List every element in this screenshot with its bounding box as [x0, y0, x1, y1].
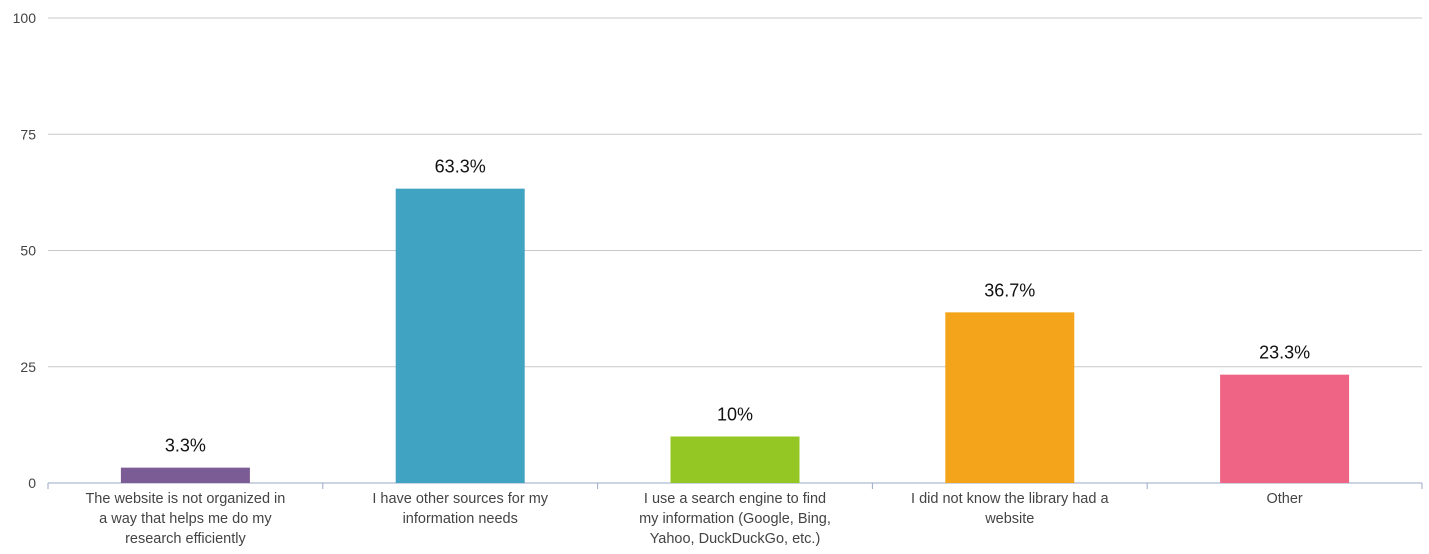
- category-label: Other: [1266, 491, 1302, 507]
- bar: [945, 312, 1075, 483]
- category-label-line: The website is not organized in: [85, 491, 285, 507]
- category-label: I have other sources for my information n…: [372, 491, 548, 527]
- bar-layer: [120, 188, 1350, 483]
- category-label-line: website: [984, 511, 1034, 527]
- category-label-line: Other: [1266, 491, 1302, 507]
- data-label: 3.3%: [165, 436, 206, 456]
- category-label-line: my information (Google, Bing,: [639, 511, 831, 527]
- category-label-line: research efficiently: [125, 531, 246, 547]
- y-tick-label: 75: [20, 126, 36, 142]
- label-layer: 3.3% The website is not organized in a way…: [85, 157, 1310, 547]
- category-label: The website is not organized in a way tha…: [85, 491, 285, 547]
- category-label-line: Yahoo, DuckDuckGo, etc.): [650, 531, 821, 547]
- data-label: 23.3%: [1259, 343, 1310, 363]
- category-label-line: I use a search engine to find: [644, 491, 826, 507]
- category-label-line: a way that helps me do my: [99, 511, 272, 527]
- grid-layer: 0 25 50 75 100: [13, 10, 1423, 491]
- bar: [120, 467, 250, 483]
- bar: [395, 188, 525, 483]
- y-tick-label: 25: [20, 359, 36, 375]
- bar: [1220, 374, 1350, 483]
- category-label: I did not know the library had a website: [911, 491, 1109, 527]
- data-label: 63.3%: [435, 157, 486, 177]
- data-label: 10%: [717, 405, 753, 425]
- data-label: 36.7%: [984, 280, 1035, 300]
- y-tick-label: 50: [20, 243, 36, 259]
- category-label-line: information needs: [403, 511, 518, 527]
- y-tick-label: 0: [28, 475, 36, 491]
- category-label-line: I did not know the library had a: [911, 491, 1109, 507]
- bar: [670, 436, 800, 483]
- category-label: I use a search engine to find my informat…: [639, 491, 831, 547]
- y-tick-label: 100: [13, 10, 37, 26]
- category-label-line: I have other sources for my: [372, 491, 548, 507]
